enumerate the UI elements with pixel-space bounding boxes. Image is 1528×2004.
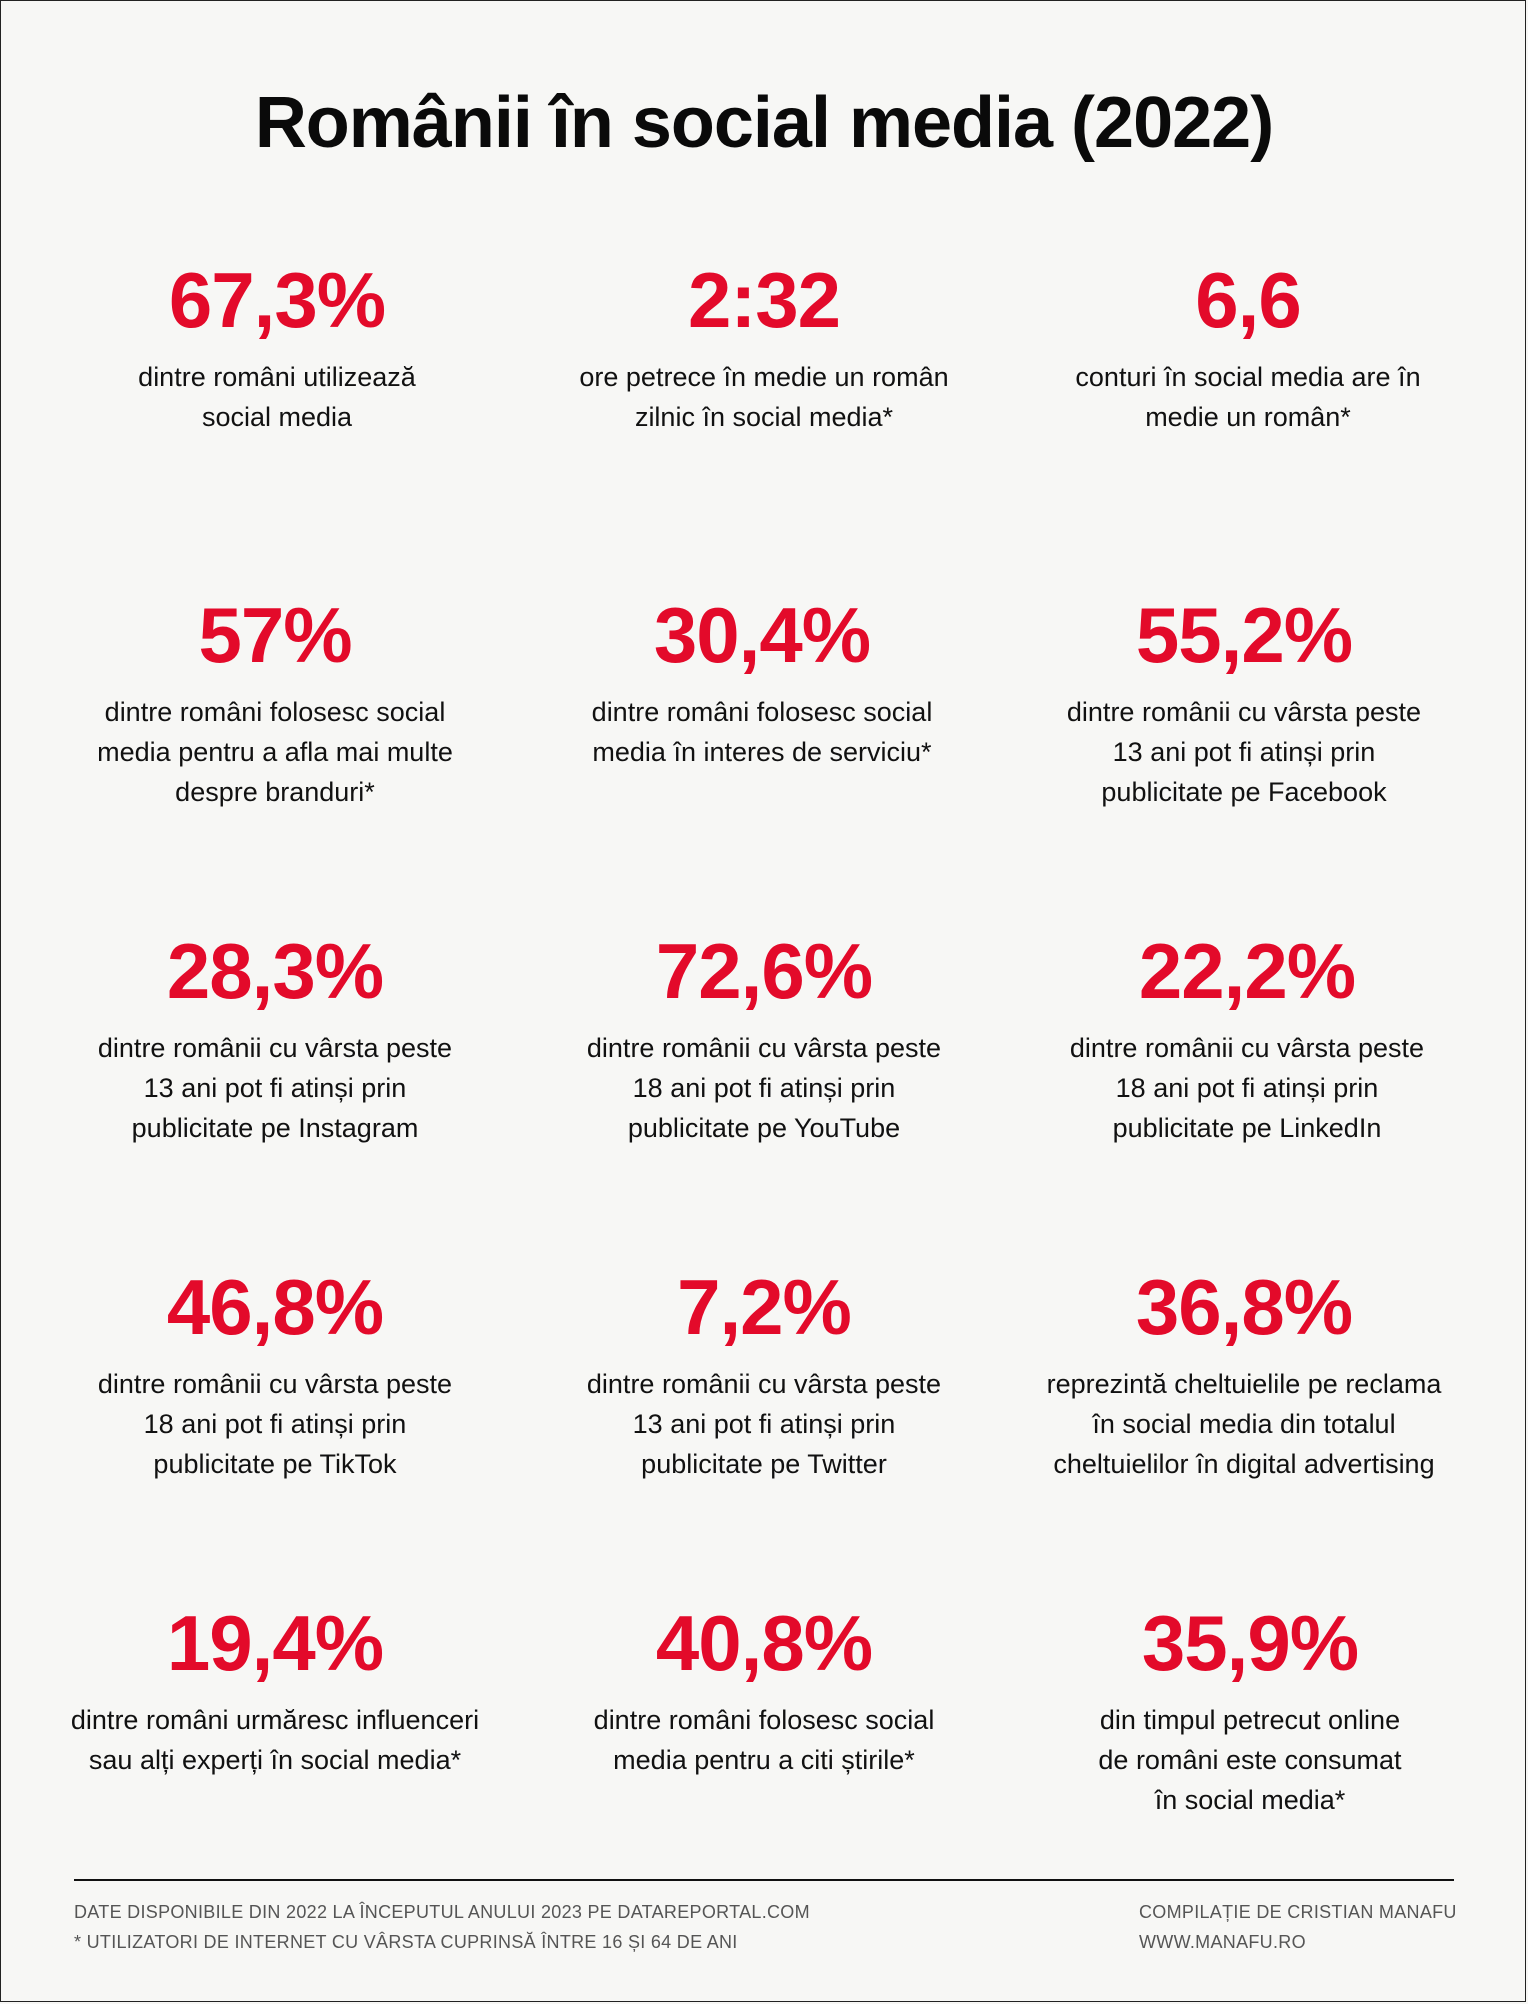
stat-value: 2:32	[687, 256, 841, 344]
stat-description: dintre românii cu vârsta peste 18 ani po…	[97, 1369, 453, 1479]
stat-description: dintre români utilizează social media	[138, 362, 416, 432]
stat-value: 28,3%	[166, 927, 384, 1015]
footer-divider	[74, 1879, 1454, 1881]
stat-card: 36,8% reprezintă cheltuielile pe reclama…	[1024, 1262, 1464, 1484]
footer-sources: DATE DISPONIBILE DIN 2022 LA ÎNCEPUTUL A…	[74, 1897, 810, 1957]
stat-value: 30,4%	[653, 591, 871, 679]
stat-value: 72,6%	[655, 927, 873, 1015]
footer-author: COMPILAȚIE DE CRISTIAN MANAFU	[1139, 1902, 1457, 1922]
stat-description: dintre români folosesc social media în i…	[591, 697, 933, 767]
page-title: Românii în social media (2022)	[254, 83, 1274, 163]
stat-value: 46,8%	[166, 1263, 384, 1351]
stat-description: reprezintă cheltuielile pe reclama în so…	[1046, 1369, 1442, 1479]
stat-card: 6,6 conturi în social media are în medie…	[1028, 255, 1468, 437]
stat-value: 22,2%	[1138, 927, 1356, 1015]
stat-card: 67,3% dintre români utilizează social me…	[57, 255, 497, 437]
stat-description: ore petrece în medie un român zilnic în …	[579, 362, 949, 432]
stat-description: dintre românii cu vârsta peste 18 ani po…	[586, 1033, 942, 1143]
footer-source-note: DATE DISPONIBILE DIN 2022 LA ÎNCEPUTUL A…	[74, 1902, 810, 1922]
stat-card: 22,2% dintre românii cu vârsta peste 18 …	[1027, 926, 1467, 1148]
stat-description: dintre românii cu vârsta peste 13 ani po…	[586, 1369, 942, 1479]
stat-description: dintre români urmăresc influenceri sau a…	[70, 1705, 480, 1775]
footer-credits: COMPILAȚIE DE CRISTIAN MANAFU WWW.MANAFU…	[1139, 1897, 1457, 1957]
stat-value: 36,8%	[1135, 1263, 1353, 1351]
stat-value: 19,4%	[166, 1599, 384, 1687]
stat-value: 7,2%	[677, 1263, 852, 1351]
stat-card: 35,9% din timpul petrecut online de româ…	[1030, 1598, 1470, 1820]
stat-value: 40,8%	[655, 1599, 873, 1687]
stat-description: conturi în social media are în medie un …	[1075, 362, 1421, 432]
stat-description: dintre românii cu vârsta peste 13 ani po…	[1066, 697, 1422, 807]
footer-website: WWW.MANAFU.RO	[1139, 1932, 1306, 1952]
stat-card: 28,3% dintre românii cu vârsta peste 13 …	[55, 926, 495, 1148]
stat-description: dintre români folosesc social media pent…	[97, 697, 453, 807]
stat-card: 19,4% dintre români urmăresc influenceri…	[55, 1598, 495, 1780]
stat-card: 2:32 ore petrece în medie un român zilni…	[544, 255, 984, 437]
stat-description: dintre românii cu vârsta peste 13 ani po…	[97, 1033, 453, 1143]
stat-card: 7,2% dintre românii cu vârsta peste 13 a…	[544, 1262, 984, 1484]
stat-value: 35,9%	[1141, 1599, 1359, 1687]
stat-description: dintre românii cu vârsta peste 18 ani po…	[1069, 1033, 1425, 1143]
stat-card: 40,8% dintre români folosesc social medi…	[544, 1598, 984, 1780]
stat-description: dintre români folosesc social media pent…	[593, 1705, 935, 1775]
stat-value: 6,6	[1195, 256, 1301, 344]
stat-value: 67,3%	[168, 256, 386, 344]
stat-description: din timpul petrecut online de români est…	[1098, 1705, 1402, 1815]
stat-card: 72,6% dintre românii cu vârsta peste 18 …	[544, 926, 984, 1148]
stat-card: 46,8% dintre românii cu vârsta peste 18 …	[55, 1262, 495, 1484]
stat-card: 55,2% dintre românii cu vârsta peste 13 …	[1024, 590, 1464, 812]
stat-value: 57%	[198, 591, 352, 679]
stat-card: 57% dintre români folosesc social media …	[55, 590, 495, 812]
stat-value: 55,2%	[1135, 591, 1353, 679]
footer-footnote: * UTILIZATORI DE INTERNET CU VÂRSTA CUPR…	[74, 1932, 738, 1952]
stat-card: 30,4% dintre români folosesc social medi…	[542, 590, 982, 772]
